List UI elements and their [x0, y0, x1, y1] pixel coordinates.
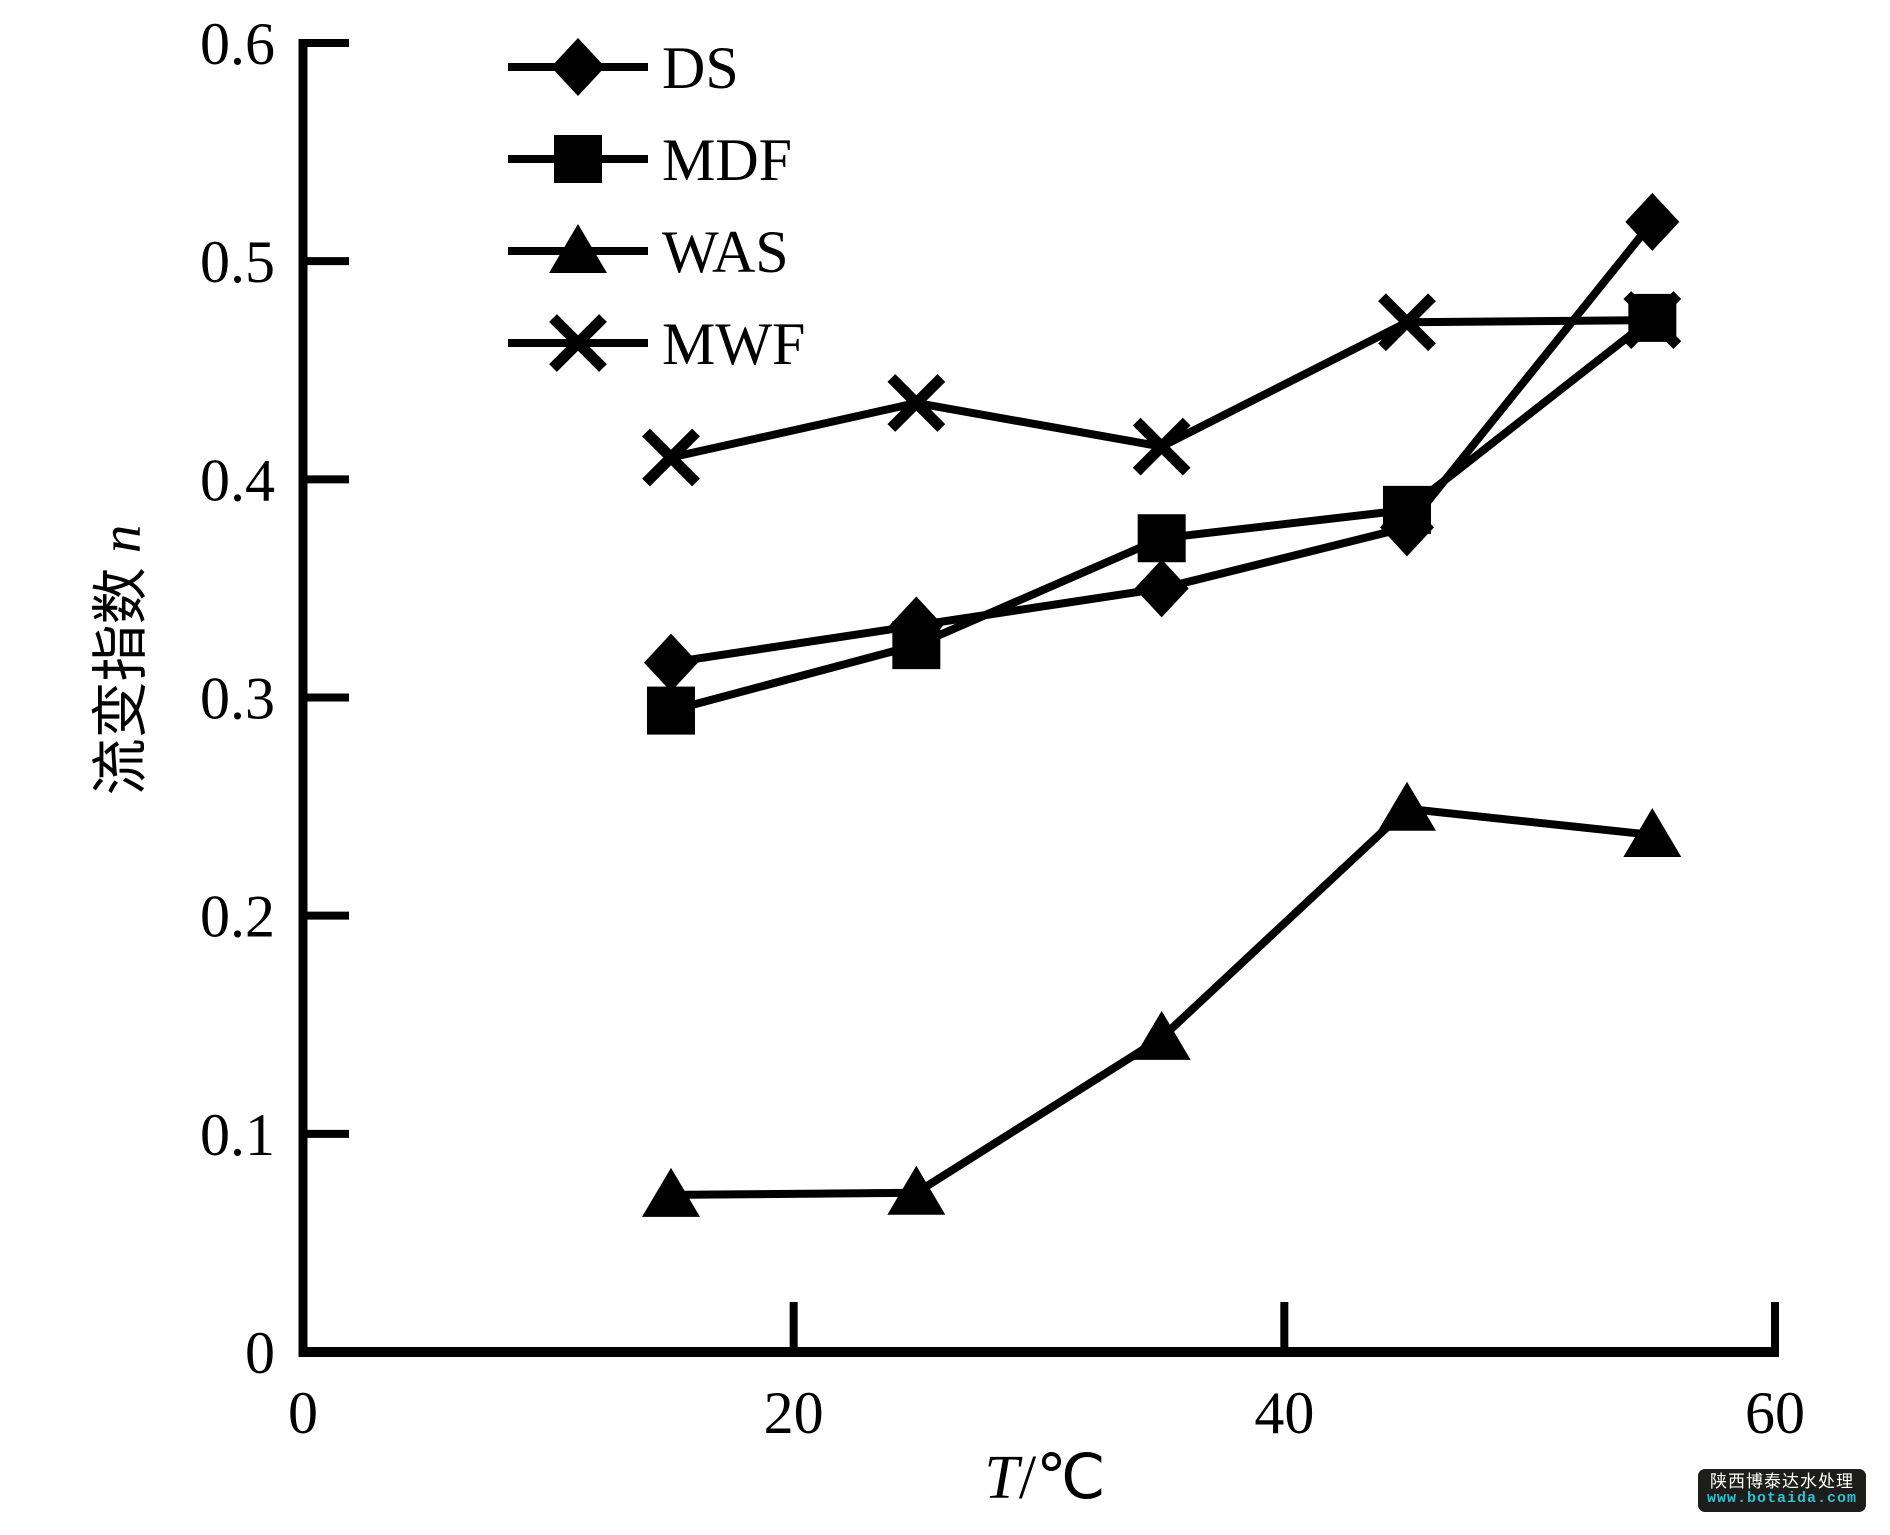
series-line-was	[670, 804, 1653, 1199]
x-axis-title-text: /℃	[1018, 1444, 1106, 1512]
triangle-marker	[1378, 781, 1436, 831]
diamond-marker	[551, 38, 605, 96]
x-tick-label: 0	[288, 1380, 318, 1446]
triangle-marker	[1132, 1010, 1191, 1060]
y-tick-label: 0.1	[200, 1102, 275, 1168]
x-marker	[1378, 293, 1436, 352]
y-tick-label: 0.3	[200, 666, 275, 732]
triangle-marker	[642, 1167, 700, 1217]
y-tick-label: 0.2	[200, 884, 275, 950]
legend: DS MDF WAS MWF	[508, 35, 805, 377]
x-tick-label: 20	[764, 1380, 824, 1446]
diamond-marker	[889, 596, 944, 655]
y-axis-title: 流变指数 n	[84, 518, 160, 802]
diamond-marker	[1134, 559, 1189, 618]
diamond-marker	[1625, 192, 1680, 251]
x-tick-label: 40	[1254, 1380, 1314, 1446]
y-tick-label: 0.4	[200, 447, 275, 513]
x-marker	[1132, 417, 1191, 476]
legend-label-mwf: MWF	[662, 311, 805, 377]
diamond-marker	[644, 633, 698, 692]
x-axis-symbol: T	[984, 1444, 1019, 1512]
square-marker	[1628, 293, 1677, 342]
y-tick-label: 0.6	[200, 11, 275, 77]
x-axis-title: T/℃	[945, 1440, 1145, 1514]
y-tick-label: 0	[245, 1320, 275, 1386]
square-marker	[647, 686, 695, 735]
diamond-marker	[1380, 498, 1434, 557]
square-marker	[554, 135, 602, 183]
triangle-marker	[549, 224, 607, 273]
x-marker	[549, 314, 607, 372]
x-tick-label: 60	[1745, 1380, 1805, 1446]
axes: 0 0.1 0.2 0.3 0.4 0.5 0.6 0 20 40 60	[200, 11, 1805, 1446]
y-axis-title-text: 流变指数	[90, 567, 153, 796]
legend-label-ds: DS	[662, 35, 739, 101]
watermark-company: 陕西博泰达水处理	[1710, 1472, 1855, 1491]
x-marker	[887, 374, 946, 432]
triangle-marker	[1623, 807, 1682, 857]
watermark: 陕西博泰达水处理 www.botaida.com	[1698, 1469, 1867, 1512]
series	[642, 192, 1682, 1217]
y-axis-symbol: n	[90, 524, 153, 554]
y-tick-label: 0.5	[200, 229, 275, 295]
legend-label-mdf: MDF	[662, 127, 792, 193]
watermark-url: www.botaida.com	[1707, 1490, 1858, 1508]
triangle-marker	[887, 1165, 946, 1215]
legend-label-was: WAS	[662, 219, 789, 285]
x-marker	[642, 428, 700, 487]
square-marker	[1137, 514, 1186, 563]
